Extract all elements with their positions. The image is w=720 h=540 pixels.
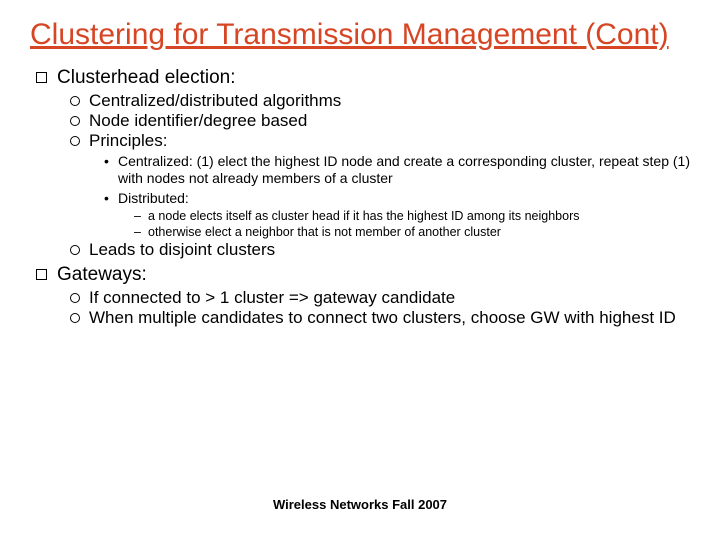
bullet-text: Centralized/distributed algorithms — [89, 91, 341, 110]
slide-footer: Wireless Networks Fall 2007 — [0, 497, 720, 512]
slide-title: Clustering for Transmission Management (… — [30, 18, 690, 53]
bullet-l2: Centralized/distributed algorithms — [70, 91, 690, 111]
bullet-l2: If connected to > 1 cluster => gateway c… — [70, 288, 690, 308]
bullet-text: When multiple candidates to connect two … — [89, 308, 676, 327]
bullet-text: Node identifier/degree based — [89, 111, 307, 130]
bullet-l1: Clusterhead election: Centralized/distri… — [36, 67, 690, 261]
bullet-text: Leads to disjoint clusters — [89, 240, 275, 259]
bullet-text: Gateways: — [57, 264, 147, 285]
bullet-l3: •Distributed: –a node elects itself as c… — [104, 190, 690, 241]
bullet-l2: Node identifier/degree based — [70, 111, 690, 131]
bullet-l2: Principles: •Centralized: (1) elect the … — [70, 131, 690, 241]
bullet-l4: –otherwise elect a neighbor that is not … — [134, 225, 690, 241]
bullet-text: otherwise elect a neighbor that is not m… — [148, 225, 690, 241]
bullet-l2: Leads to disjoint clusters — [70, 240, 690, 260]
bullet-l3: •Centralized: (1) elect the highest ID n… — [104, 153, 690, 188]
bullet-text: Principles: — [89, 131, 167, 150]
bullet-text: Centralized: (1) elect the highest ID no… — [118, 153, 690, 188]
bullet-l4: –a node elects itself as cluster head if… — [134, 209, 690, 225]
bullet-text: If connected to > 1 cluster => gateway c… — [89, 288, 455, 307]
bullet-text: Distributed: — [118, 190, 690, 208]
bullet-list: Clusterhead election: Centralized/distri… — [36, 67, 690, 329]
slide: Clustering for Transmission Management (… — [0, 0, 720, 540]
bullet-l2: When multiple candidates to connect two … — [70, 308, 690, 328]
bullet-l1: Gateways: If connected to > 1 cluster =>… — [36, 264, 690, 328]
bullet-text: Clusterhead election: — [57, 67, 236, 88]
bullet-text: a node elects itself as cluster head if … — [148, 209, 690, 225]
